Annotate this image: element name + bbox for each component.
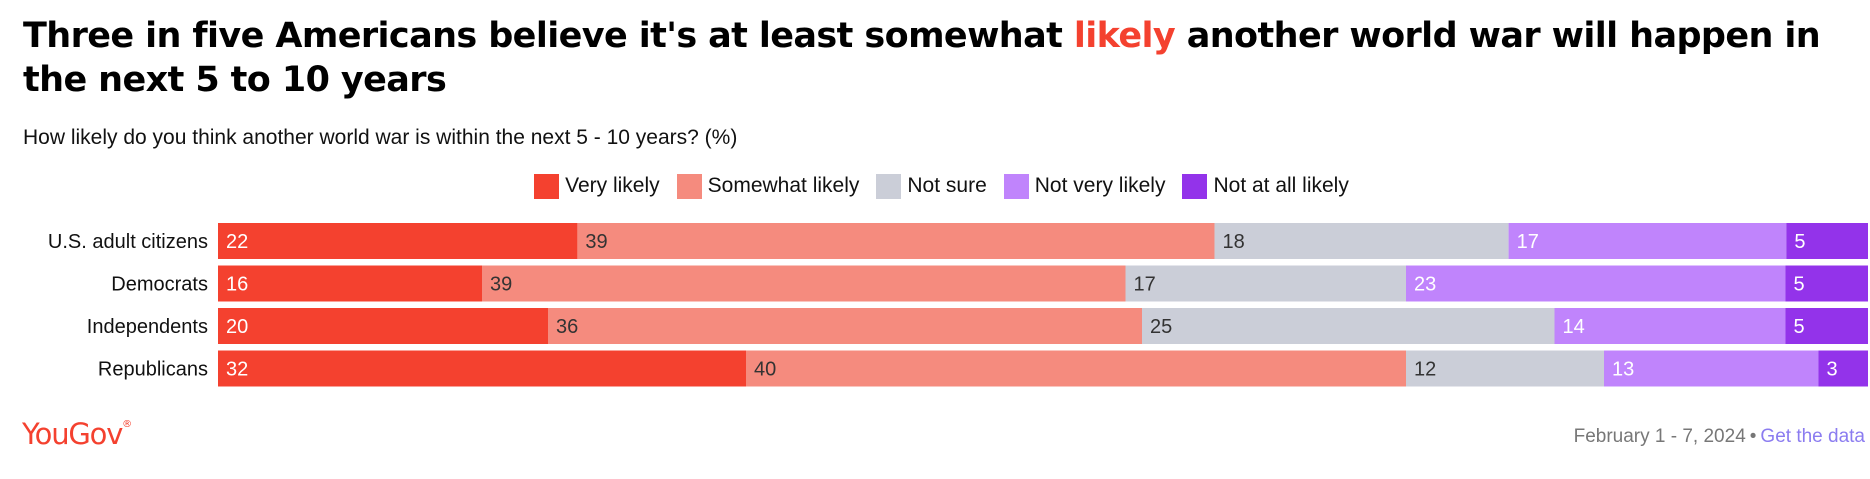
legend-swatch-not-sure — [876, 173, 902, 199]
bar-republicans-not-at-all-likely — [1818, 350, 1868, 387]
title-highlight: likely — [1073, 16, 1176, 56]
legend-label-not-very-likely: Not very likely — [1034, 174, 1166, 197]
yougov-logo: YouGov® — [22, 417, 132, 451]
data-label-republicans-not-very-likely: 13 — [1612, 359, 1634, 381]
category-label-u-s-adult-citizens: U.S. adult citizens — [48, 231, 208, 253]
title-text-start: Three in five Americans believe it's at … — [23, 16, 1074, 56]
data-label-independents-not-very-likely: 14 — [1563, 316, 1585, 338]
data-label-democrats-somewhat-likely: 39 — [490, 274, 512, 296]
bar-independents-not-sure — [1142, 308, 1555, 344]
legend-item-not-at-all-likely: Not at all likely — [1182, 172, 1349, 200]
bar-independents-not-at-all-likely — [1785, 308, 1868, 344]
legend-item-somewhat-likely: Somewhat likely — [676, 172, 860, 200]
bar-democrats-not-very-likely — [1406, 265, 1786, 302]
data-label-democrats-not-sure: 17 — [1134, 274, 1156, 296]
bar-u-s-adult-citizens-somewhat-likely — [577, 223, 1215, 259]
data-label-republicans-very-likely: 32 — [226, 359, 248, 381]
data-label-independents-not-at-all-likely: 5 — [1794, 316, 1805, 338]
category-label-independents: Independents — [87, 316, 208, 338]
data-label-u-s-adult-citizens-somewhat-likely: 39 — [585, 231, 607, 253]
legend-swatch-not-very-likely — [1003, 173, 1029, 199]
bar-democrats-not-sure — [1125, 265, 1406, 302]
footer-separator: • — [1749, 426, 1757, 447]
legend-label-very-likely: Very likely — [565, 174, 660, 197]
bar-independents-somewhat-likely — [548, 308, 1142, 344]
category-label-democrats: Democrats — [111, 274, 208, 296]
chart-subtitle: How likely do you think another world wa… — [23, 126, 738, 149]
legend-label-somewhat-likely: Somewhat likely — [707, 174, 860, 197]
bar-republicans-not-very-likely — [1604, 350, 1819, 387]
data-label-republicans-not-at-all-likely: 3 — [1827, 359, 1838, 381]
legend-swatch-very-likely — [534, 173, 560, 199]
data-label-u-s-adult-citizens-not-at-all-likely: 5 — [1794, 231, 1805, 253]
bar-republicans-not-sure — [1406, 350, 1604, 387]
legend-item-not-sure: Not sure — [876, 172, 987, 200]
bar-u-s-adult-citizens-very-likely — [218, 223, 578, 259]
get-the-data-link[interactable]: Get the data — [1760, 426, 1865, 447]
data-label-democrats-very-likely: 16 — [226, 274, 248, 296]
bar-u-s-adult-citizens-not-at-all-likely — [1786, 223, 1868, 259]
bar-u-s-adult-citizens-not-very-likely — [1508, 223, 1787, 259]
data-label-republicans-somewhat-likely: 40 — [754, 359, 776, 381]
data-label-u-s-adult-citizens-very-likely: 22 — [226, 231, 248, 253]
bar-independents-not-very-likely — [1554, 308, 1786, 344]
data-label-u-s-adult-citizens-not-sure: 18 — [1223, 231, 1245, 253]
bar-republicans-somewhat-likely — [746, 350, 1406, 387]
brand-name: YouGov — [22, 417, 123, 451]
bar-democrats-somewhat-likely — [482, 265, 1126, 302]
legend-item-not-very-likely: Not very likely — [1003, 172, 1166, 200]
data-label-independents-very-likely: 20 — [226, 316, 248, 338]
data-label-independents-not-sure: 25 — [1150, 316, 1172, 338]
legend-item-very-likely: Very likely — [534, 172, 660, 200]
chart-footer: February 1 - 7, 2024 • Get the data — [1574, 424, 1865, 450]
data-label-democrats-not-very-likely: 23 — [1414, 274, 1436, 296]
chart-legend: Very likely Somewhat likely Not sure Not… — [0, 172, 1870, 200]
legend-label-not-sure: Not sure — [907, 174, 987, 197]
bar-u-s-adult-citizens-not-sure — [1214, 223, 1509, 259]
bar-republicans-very-likely — [218, 350, 746, 387]
chart-title: Three in five Americans believe it's at … — [23, 14, 1853, 102]
registered-mark-icon: ® — [122, 419, 133, 430]
data-label-republicans-not-sure: 12 — [1414, 359, 1436, 381]
legend-swatch-somewhat-likely — [676, 173, 702, 199]
data-label-independents-somewhat-likely: 36 — [556, 316, 578, 338]
category-label-republicans: Republicans — [98, 359, 208, 381]
data-label-democrats-not-at-all-likely: 5 — [1794, 274, 1805, 296]
survey-date: February 1 - 7, 2024 — [1573, 426, 1746, 447]
title-text-end: another world war will happen in the nex… — [23, 16, 1821, 100]
bar-democrats-not-at-all-likely — [1785, 265, 1868, 302]
legend-label-not-at-all-likely: Not at all likely — [1213, 174, 1349, 197]
legend-swatch-not-at-all-likely — [1182, 173, 1208, 199]
bar-democrats-very-likely — [218, 265, 482, 302]
bar-independents-very-likely — [218, 308, 548, 344]
data-label-u-s-adult-citizens-not-very-likely: 17 — [1517, 231, 1539, 253]
